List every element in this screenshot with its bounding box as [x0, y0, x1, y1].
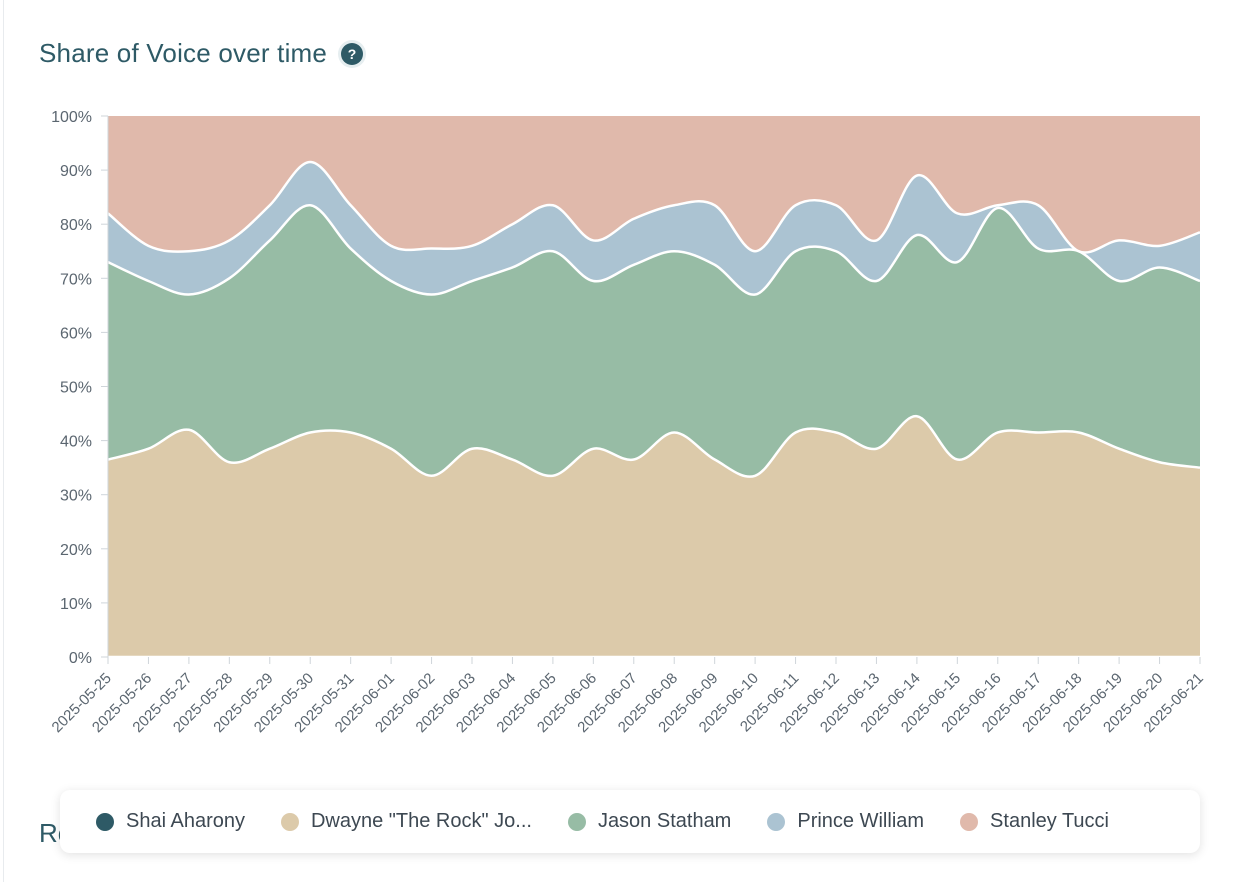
legend-swatch: [960, 812, 979, 831]
y-tick-label: 0%: [69, 650, 92, 667]
y-tick-label: 100%: [51, 109, 92, 126]
y-tick-label: 50%: [60, 380, 92, 397]
legend-label: Dwayne "The Rock" Jo...: [310, 810, 532, 832]
series-area-3[interactable]: [108, 161, 1200, 295]
y-tick-label: 80%: [60, 217, 92, 234]
legend-item-1[interactable]: Dwayne "The Rock" Jo...: [280, 810, 532, 833]
series-boundary-line-2: [107, 204, 1201, 296]
question-circle-icon[interactable]: ?: [341, 42, 364, 65]
share-of-voice-chart: 0%10%20%30%40%50%60%70%80%90%100%2025-05…: [49, 109, 1207, 736]
legend-swatch: [96, 812, 114, 831]
legend-item-4[interactable]: Stanley Tucci: [960, 810, 1109, 833]
legend-label: Shai Aharony: [126, 810, 245, 832]
legend-label: Prince William: [797, 810, 925, 832]
y-tick-label: 30%: [60, 488, 92, 505]
series-area-2[interactable]: [108, 205, 1200, 477]
legend-label: Jason Statham: [597, 810, 732, 832]
chart-header: Share of Voice over time ?: [39, 38, 364, 69]
legend-swatch: [280, 812, 299, 831]
legend-swatch: [567, 812, 586, 831]
y-tick-label: 40%: [60, 434, 92, 451]
chart-legend: Shai Aharony Dwayne "The Rock" Jo... Jason…: [60, 790, 1200, 853]
legend-swatch: [767, 812, 786, 831]
y-tick-label: 10%: [60, 596, 92, 613]
y-tick-label: 90%: [60, 163, 92, 180]
series-area-1[interactable]: [108, 416, 1200, 657]
chart-title: Share of Voice over time: [39, 38, 328, 68]
legend-item-2[interactable]: Jason Statham: [567, 810, 732, 833]
legend-item-3[interactable]: Prince William: [767, 810, 924, 833]
panel-left-border: [3, 0, 4, 882]
series-boundary-line-3: [107, 160, 1201, 254]
y-tick-label: 60%: [60, 325, 92, 342]
legend-label: Stanley Tucci: [990, 810, 1109, 832]
legend-item-0[interactable]: Shai Aharony: [96, 810, 245, 833]
y-tick-label: 20%: [60, 542, 92, 559]
series-area-4[interactable]: [108, 116, 1200, 253]
y-tick-label: 70%: [60, 271, 92, 288]
series-boundary-line-1: [107, 415, 1201, 478]
